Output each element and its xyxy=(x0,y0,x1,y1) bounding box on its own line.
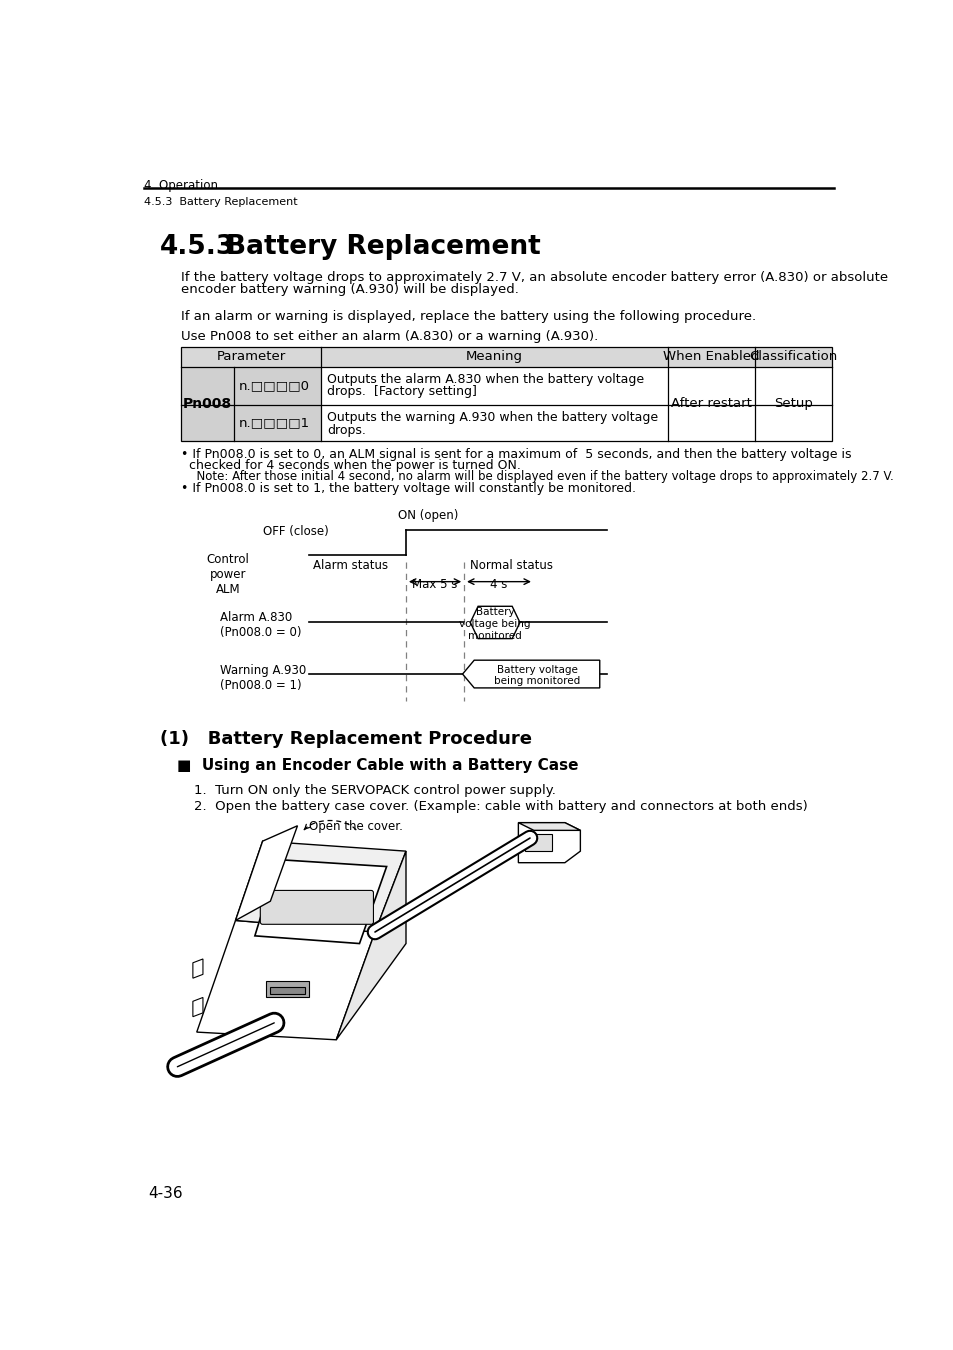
Text: Outputs the warning A.930 when the battery voltage: Outputs the warning A.930 when the batte… xyxy=(327,412,658,424)
Text: Meaning: Meaning xyxy=(465,350,522,363)
Text: Alarm status: Alarm status xyxy=(313,559,388,572)
Text: Battery
voltage being
monitored: Battery voltage being monitored xyxy=(459,608,530,641)
Text: When Enabled: When Enabled xyxy=(662,350,759,363)
Text: 4  Operation: 4 Operation xyxy=(144,180,218,192)
Text: If the battery voltage drops to approximately 2.7 V, an absolute encoder battery: If the battery voltage drops to approxim… xyxy=(181,271,887,285)
Text: Use Pn008 to set either an alarm (A.830) or a warning (A.930).: Use Pn008 to set either an alarm (A.830)… xyxy=(181,329,598,343)
Polygon shape xyxy=(470,606,519,639)
Text: OFF (close): OFF (close) xyxy=(262,525,328,537)
Text: Battery voltage
being monitored: Battery voltage being monitored xyxy=(494,664,579,686)
Polygon shape xyxy=(196,921,375,1040)
Text: Warning A.930
(Pn008.0 = 1): Warning A.930 (Pn008.0 = 1) xyxy=(220,664,306,693)
Text: n.□□□□0: n.□□□□0 xyxy=(238,379,310,393)
Bar xyxy=(181,347,831,440)
Bar xyxy=(181,347,831,367)
Text: drops.  [Factory setting]: drops. [Factory setting] xyxy=(327,385,476,398)
Text: ■  Using an Encoder Cable with a Battery Case: ■ Using an Encoder Cable with a Battery … xyxy=(177,757,578,774)
Text: checked for 4 seconds when the power is turned ON.: checked for 4 seconds when the power is … xyxy=(181,459,520,472)
Text: • If Pn008.0 is set to 1, the battery voltage will constantly be monitored.: • If Pn008.0 is set to 1, the battery vo… xyxy=(181,482,636,495)
Text: Pn008: Pn008 xyxy=(183,397,232,410)
Polygon shape xyxy=(517,822,579,863)
Text: 4.5.3  Battery Replacement: 4.5.3 Battery Replacement xyxy=(144,197,297,208)
Text: 2.  Open the battery case cover. (Example: cable with battery and connectors at : 2. Open the battery case cover. (Example… xyxy=(193,799,806,813)
FancyBboxPatch shape xyxy=(260,891,373,925)
Bar xyxy=(524,834,551,850)
Text: Parameter: Parameter xyxy=(216,350,285,363)
Text: drops.: drops. xyxy=(327,424,365,437)
Text: encoder battery warning (A.930) will be displayed.: encoder battery warning (A.930) will be … xyxy=(181,284,518,296)
Text: 1.  Turn ON only the SERVOPACK control power supply.: 1. Turn ON only the SERVOPACK control po… xyxy=(193,784,555,796)
Text: n.□□□□1: n.□□□□1 xyxy=(238,417,310,429)
Text: ON (open): ON (open) xyxy=(397,509,458,522)
Text: Battery Replacement: Battery Replacement xyxy=(226,234,540,259)
Polygon shape xyxy=(235,841,406,931)
Bar xyxy=(266,980,309,998)
Polygon shape xyxy=(462,660,599,688)
Text: 4 s: 4 s xyxy=(490,578,507,591)
Ellipse shape xyxy=(171,1062,184,1071)
Bar xyxy=(270,987,305,994)
Text: (1)   Battery Replacement Procedure: (1) Battery Replacement Procedure xyxy=(159,730,531,748)
Text: Setup: Setup xyxy=(773,397,812,410)
Text: 4.5.3: 4.5.3 xyxy=(159,234,234,259)
Text: Open the cover.: Open the cover. xyxy=(309,821,402,833)
Text: 4-36: 4-36 xyxy=(149,1187,183,1202)
Text: Normal status: Normal status xyxy=(470,559,553,572)
Text: • If Pn008.0 is set to 0, an ALM signal is sent for a maximum of  5 seconds, and: • If Pn008.0 is set to 0, an ALM signal … xyxy=(181,448,851,462)
Bar xyxy=(181,367,320,440)
Text: Control
power
ALM: Control power ALM xyxy=(207,554,249,597)
Text: Max 5 s: Max 5 s xyxy=(412,578,457,591)
Text: After restart: After restart xyxy=(670,397,751,410)
Polygon shape xyxy=(254,860,386,944)
Polygon shape xyxy=(193,998,203,1017)
Text: Classification: Classification xyxy=(749,350,837,363)
Text: If an alarm or warning is displayed, replace the battery using the following pro: If an alarm or warning is displayed, rep… xyxy=(181,310,756,323)
Text: Note: After those initial 4 second, no alarm will be displayed even if the batte: Note: After those initial 4 second, no a… xyxy=(189,470,893,483)
Polygon shape xyxy=(517,822,579,830)
Text: Alarm A.830
(Pn008.0 = 0): Alarm A.830 (Pn008.0 = 0) xyxy=(220,612,301,639)
Text: Outputs the alarm A.830 when the battery voltage: Outputs the alarm A.830 when the battery… xyxy=(327,373,643,386)
Polygon shape xyxy=(193,958,203,979)
Polygon shape xyxy=(335,850,406,1040)
Polygon shape xyxy=(235,826,297,921)
